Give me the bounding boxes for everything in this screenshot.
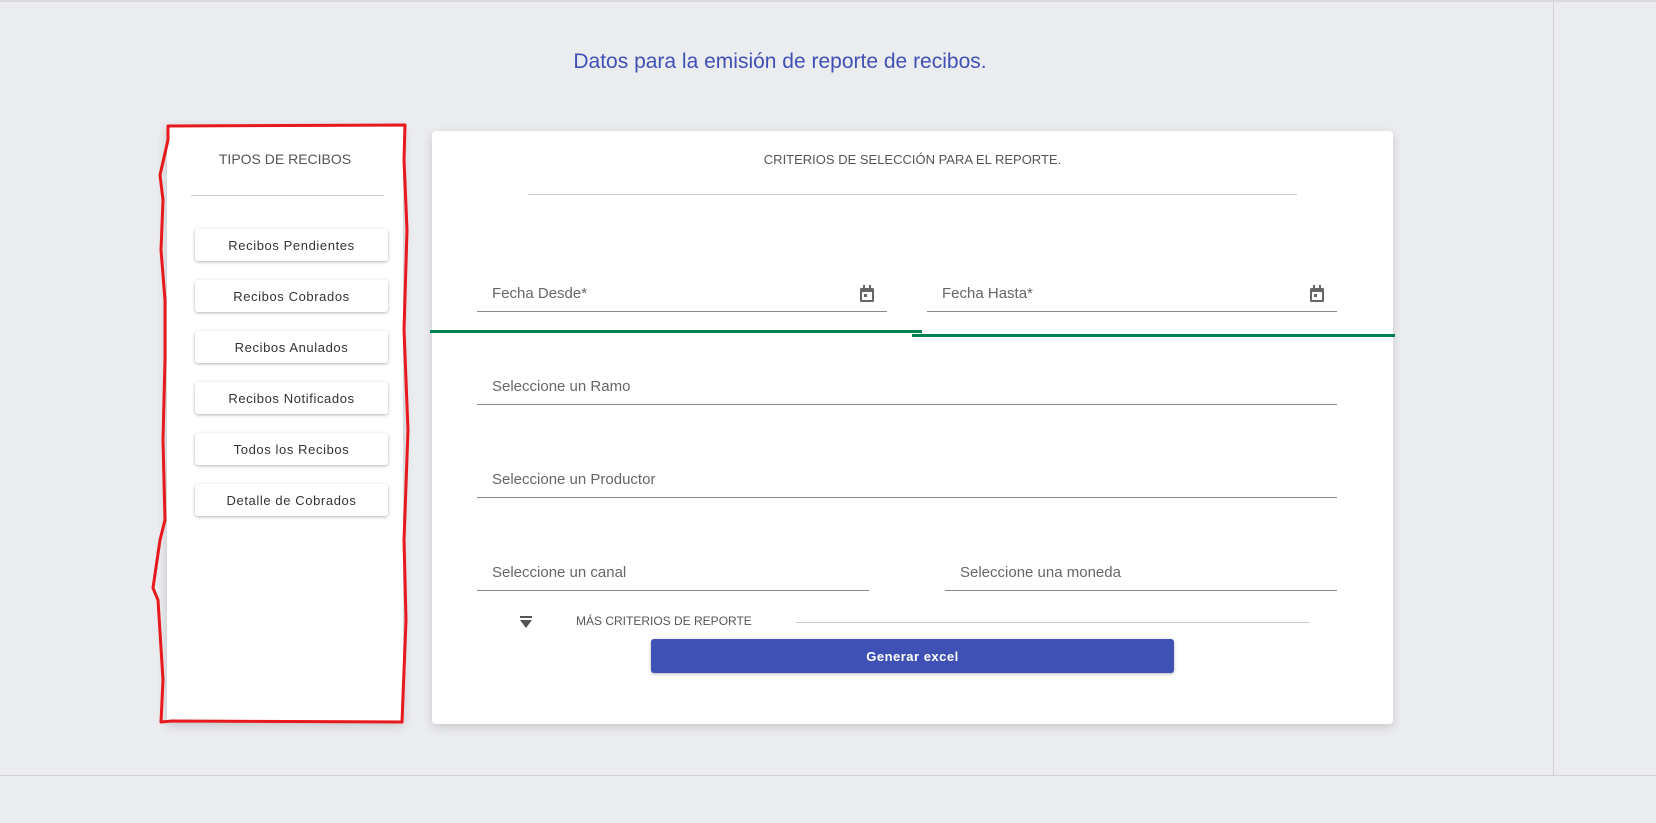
fecha-desde-field[interactable]: Fecha Desde* (477, 271, 887, 312)
moneda-select[interactable]: Seleccione una moneda (945, 550, 1337, 591)
calendar-icon[interactable] (1309, 285, 1325, 303)
ramo-select[interactable]: Seleccione un Ramo (477, 364, 1337, 405)
top-border (0, 0, 1656, 2)
calendar-icon[interactable] (859, 285, 875, 303)
receipt-types-panel: TIPOS DE RECIBOS Recibos Pendientes Reci… (167, 126, 403, 722)
focus-underline (430, 330, 922, 333)
expand-filter-icon[interactable] (519, 616, 533, 630)
canal-select[interactable]: Seleccione un canal (477, 550, 869, 591)
focus-underline (912, 334, 1395, 337)
todos-los-recibos-button[interactable]: Todos los Recibos (195, 433, 388, 465)
card-title: CRITERIOS DE SELECCIÓN PARA EL REPORTE. (763, 152, 1062, 167)
divider (796, 622, 1310, 623)
panel-title: TIPOS DE RECIBOS (218, 151, 352, 167)
canal-label: Seleccione un canal (492, 564, 627, 581)
ramo-label: Seleccione un Ramo (492, 378, 631, 395)
recibos-notificados-button[interactable]: Recibos Notificados (195, 382, 388, 414)
more-criteria-toggle[interactable]: MÁS CRITERIOS DE REPORTE (576, 614, 752, 628)
moneda-label: Seleccione una moneda (960, 564, 1121, 581)
right-border (1553, 0, 1554, 775)
fecha-desde-label: Fecha Desde* (492, 285, 588, 302)
fecha-hasta-field[interactable]: Fecha Hasta* (927, 271, 1337, 312)
detalle-de-cobrados-button[interactable]: Detalle de Cobrados (195, 484, 388, 516)
recibos-cobrados-button[interactable]: Recibos Cobrados (195, 280, 388, 312)
divider (191, 195, 384, 196)
recibos-pendientes-button[interactable]: Recibos Pendientes (195, 229, 388, 261)
bottom-border (0, 775, 1656, 776)
divider (528, 194, 1297, 195)
productor-select[interactable]: Seleccione un Productor (477, 457, 1337, 498)
productor-label: Seleccione un Productor (492, 471, 656, 488)
recibos-anulados-button[interactable]: Recibos Anulados (195, 331, 388, 363)
generate-excel-button[interactable]: Generar excel (651, 639, 1174, 673)
fecha-hasta-label: Fecha Hasta* (942, 285, 1033, 302)
criteria-card: CRITERIOS DE SELECCIÓN PARA EL REPORTE. … (430, 131, 1395, 724)
page-title: Datos para la emisión de reporte de reci… (573, 50, 987, 73)
